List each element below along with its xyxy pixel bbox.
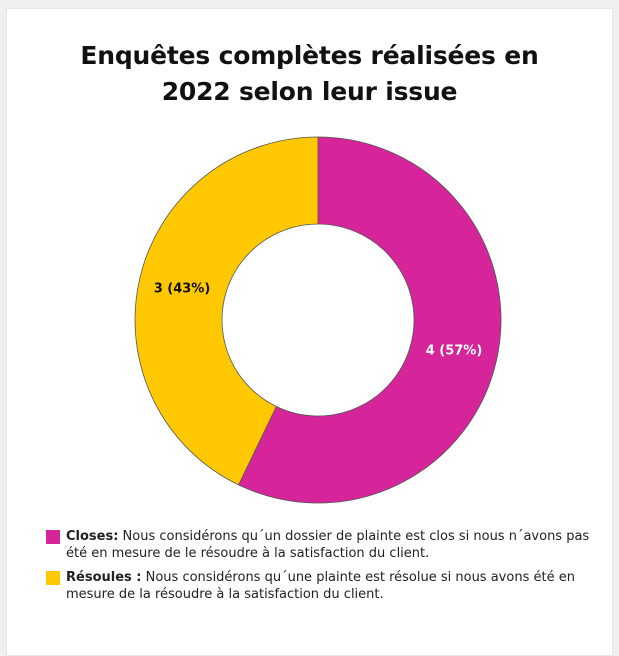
chart-card [6,8,613,656]
chart-legend: Closes: Nous considérons qu´un dossier d… [46,528,606,610]
donut-slice-rsoules [134,136,319,486]
legend-swatch-resoules [46,571,60,585]
legend-description-resoules: Nous considérons qu´une plainte est réso… [66,570,575,602]
legend-name-resoules: Résoules : [66,570,142,585]
chart-title-line-2: 2022 selon leur issue [161,77,458,106]
legend-item-resoules: Résoules : Nous considérons qu´une plain… [46,569,606,603]
legend-name-closes: Closes: [66,529,119,544]
legend-text-resoules: Résoules : Nous considérons qu´une plain… [66,569,606,603]
legend-description-closes: Nous considérons qu´un dossier de plaint… [66,529,590,561]
legend-text-closes: Closes: Nous considérons qu´un dossier d… [66,528,606,562]
chart-title-line-1: Enquêtes complètes réalisées en [80,41,539,70]
legend-swatch-closes [46,530,60,544]
slice-label-closes: 4 (57%) [426,344,483,359]
slice-label-rsoules: 3 (43%) [154,281,211,296]
chart-title: Enquêtes complètes réalisées en 2022 sel… [0,38,619,110]
legend-item-closes: Closes: Nous considérons qu´un dossier d… [46,528,606,562]
donut-slice-closes [238,136,502,504]
